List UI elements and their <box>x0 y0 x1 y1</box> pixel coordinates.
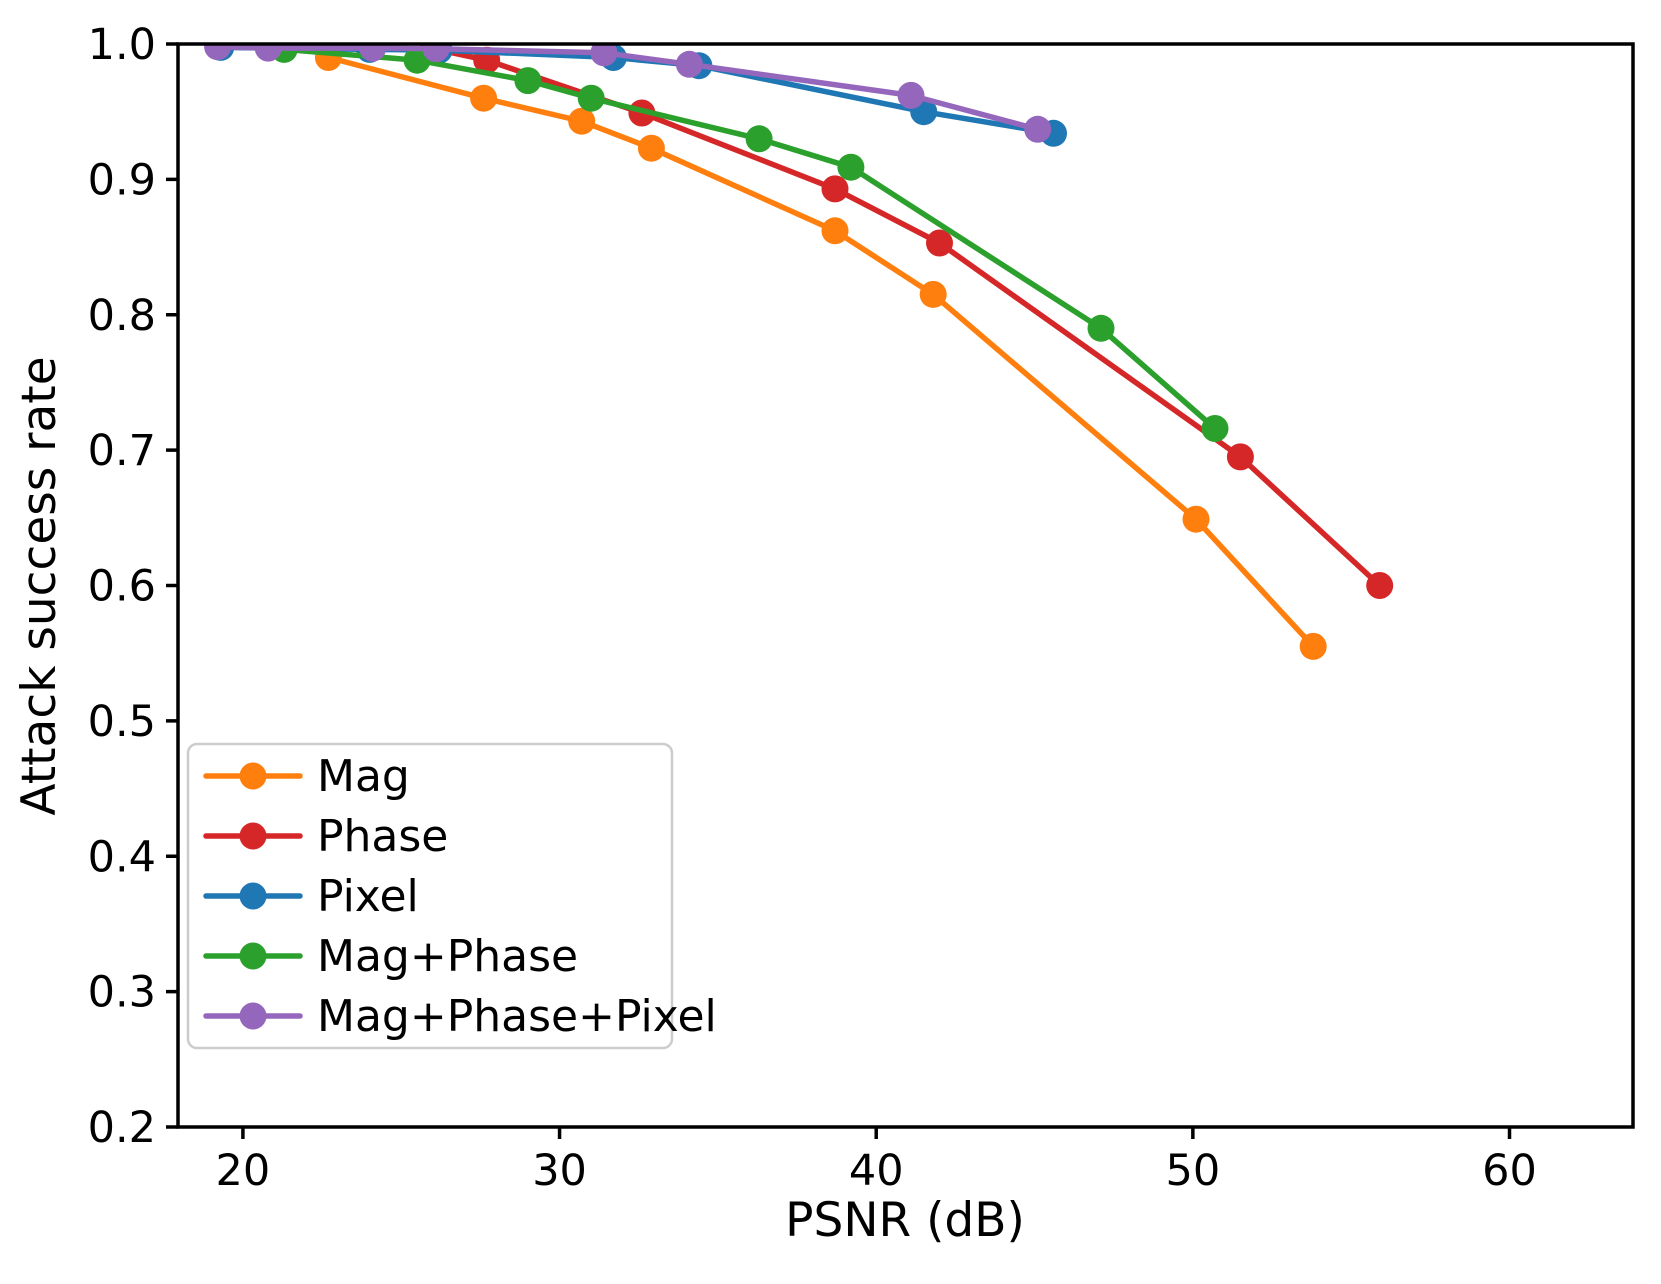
series-line <box>325 54 1316 650</box>
y-tick-label: 1.0 <box>88 20 156 70</box>
data-point-marker <box>675 50 703 78</box>
series-mag <box>314 44 1327 660</box>
plot-area <box>204 44 1394 660</box>
y-tick-label: 0.4 <box>88 832 156 882</box>
data-point-marker <box>897 81 925 109</box>
axes: 20 30 40 50 60 0.2 0.3 0.4 0.5 0.6 0.7 0.8 0.9 1.0 <box>88 20 1635 1196</box>
data-point-marker <box>514 67 542 95</box>
data-point-marker <box>359 44 387 62</box>
data-point-marker <box>1182 505 1210 533</box>
legend-label: Mag+Phase+Pixel <box>317 991 717 1042</box>
data-point-marker <box>204 44 232 61</box>
legend-item-phase: Phase <box>203 811 448 862</box>
data-point-marker <box>1087 314 1115 342</box>
legend-sample-marker <box>239 942 267 970</box>
data-point-marker <box>837 153 865 181</box>
legend-sample-marker <box>239 822 267 850</box>
legend-sample-marker <box>239 882 267 910</box>
y-axis-title: Attack success rate <box>12 356 67 815</box>
y-tick-label: 0.3 <box>88 968 156 1018</box>
y-tick-label: 0.6 <box>88 562 156 612</box>
x-tick-label: 50 <box>1165 1146 1220 1196</box>
y-tick-label: 0.8 <box>88 291 156 341</box>
data-point-marker <box>1024 115 1052 143</box>
legend-sample-marker <box>239 1002 267 1030</box>
data-point-marker <box>1226 443 1254 471</box>
y-tick-label: 0.9 <box>88 155 156 205</box>
x-tick-label: 30 <box>532 1146 587 1196</box>
legend: Mag Phase Pixel Mag+Phase Mag+Phase+Pixel <box>186 742 717 1050</box>
series-mag-phase-pixel <box>204 44 1052 143</box>
legend-item-mag-phase: Mag+Phase <box>203 931 578 982</box>
legend-item-pixel: Pixel <box>203 871 419 922</box>
legend-box <box>186 742 674 1050</box>
series-line <box>214 44 1041 133</box>
data-point-marker <box>637 134 665 162</box>
data-point-marker <box>919 280 947 308</box>
x-tick-label: 60 <box>1482 1146 1537 1196</box>
data-point-marker <box>470 84 498 112</box>
legend-label: Mag <box>317 751 410 802</box>
series-mag-phase <box>270 44 1229 442</box>
data-point-marker <box>254 44 282 62</box>
data-point-marker <box>568 107 596 135</box>
x-tick-label: 20 <box>216 1146 271 1196</box>
data-point-marker <box>745 125 773 153</box>
legend-label: Pixel <box>317 871 419 922</box>
x-tick-label: 40 <box>849 1146 904 1196</box>
data-point-marker <box>926 229 953 257</box>
y-tick-label: 0.2 <box>88 1103 156 1153</box>
y-tick-label: 0.7 <box>88 426 156 476</box>
data-point-marker <box>422 44 450 63</box>
legend-item-mag: Mag <box>203 751 410 802</box>
legend-sample-marker <box>239 762 267 790</box>
data-point-marker <box>821 175 849 203</box>
series-line <box>281 46 1218 432</box>
legend-label: Phase <box>317 811 448 862</box>
legend-item-mag-phase-pixel: Mag+Phase+Pixel <box>203 991 717 1042</box>
x-axis-title: PSNR (dB) <box>785 1193 1025 1248</box>
legend-label: Mag+Phase <box>317 931 578 982</box>
data-point-marker <box>1201 415 1229 442</box>
data-point-marker <box>1299 632 1327 660</box>
data-point-marker <box>590 44 618 67</box>
data-point-marker <box>821 217 849 245</box>
y-tick-label: 0.5 <box>88 697 156 747</box>
data-point-marker <box>577 84 605 112</box>
data-point-marker <box>1366 572 1394 599</box>
